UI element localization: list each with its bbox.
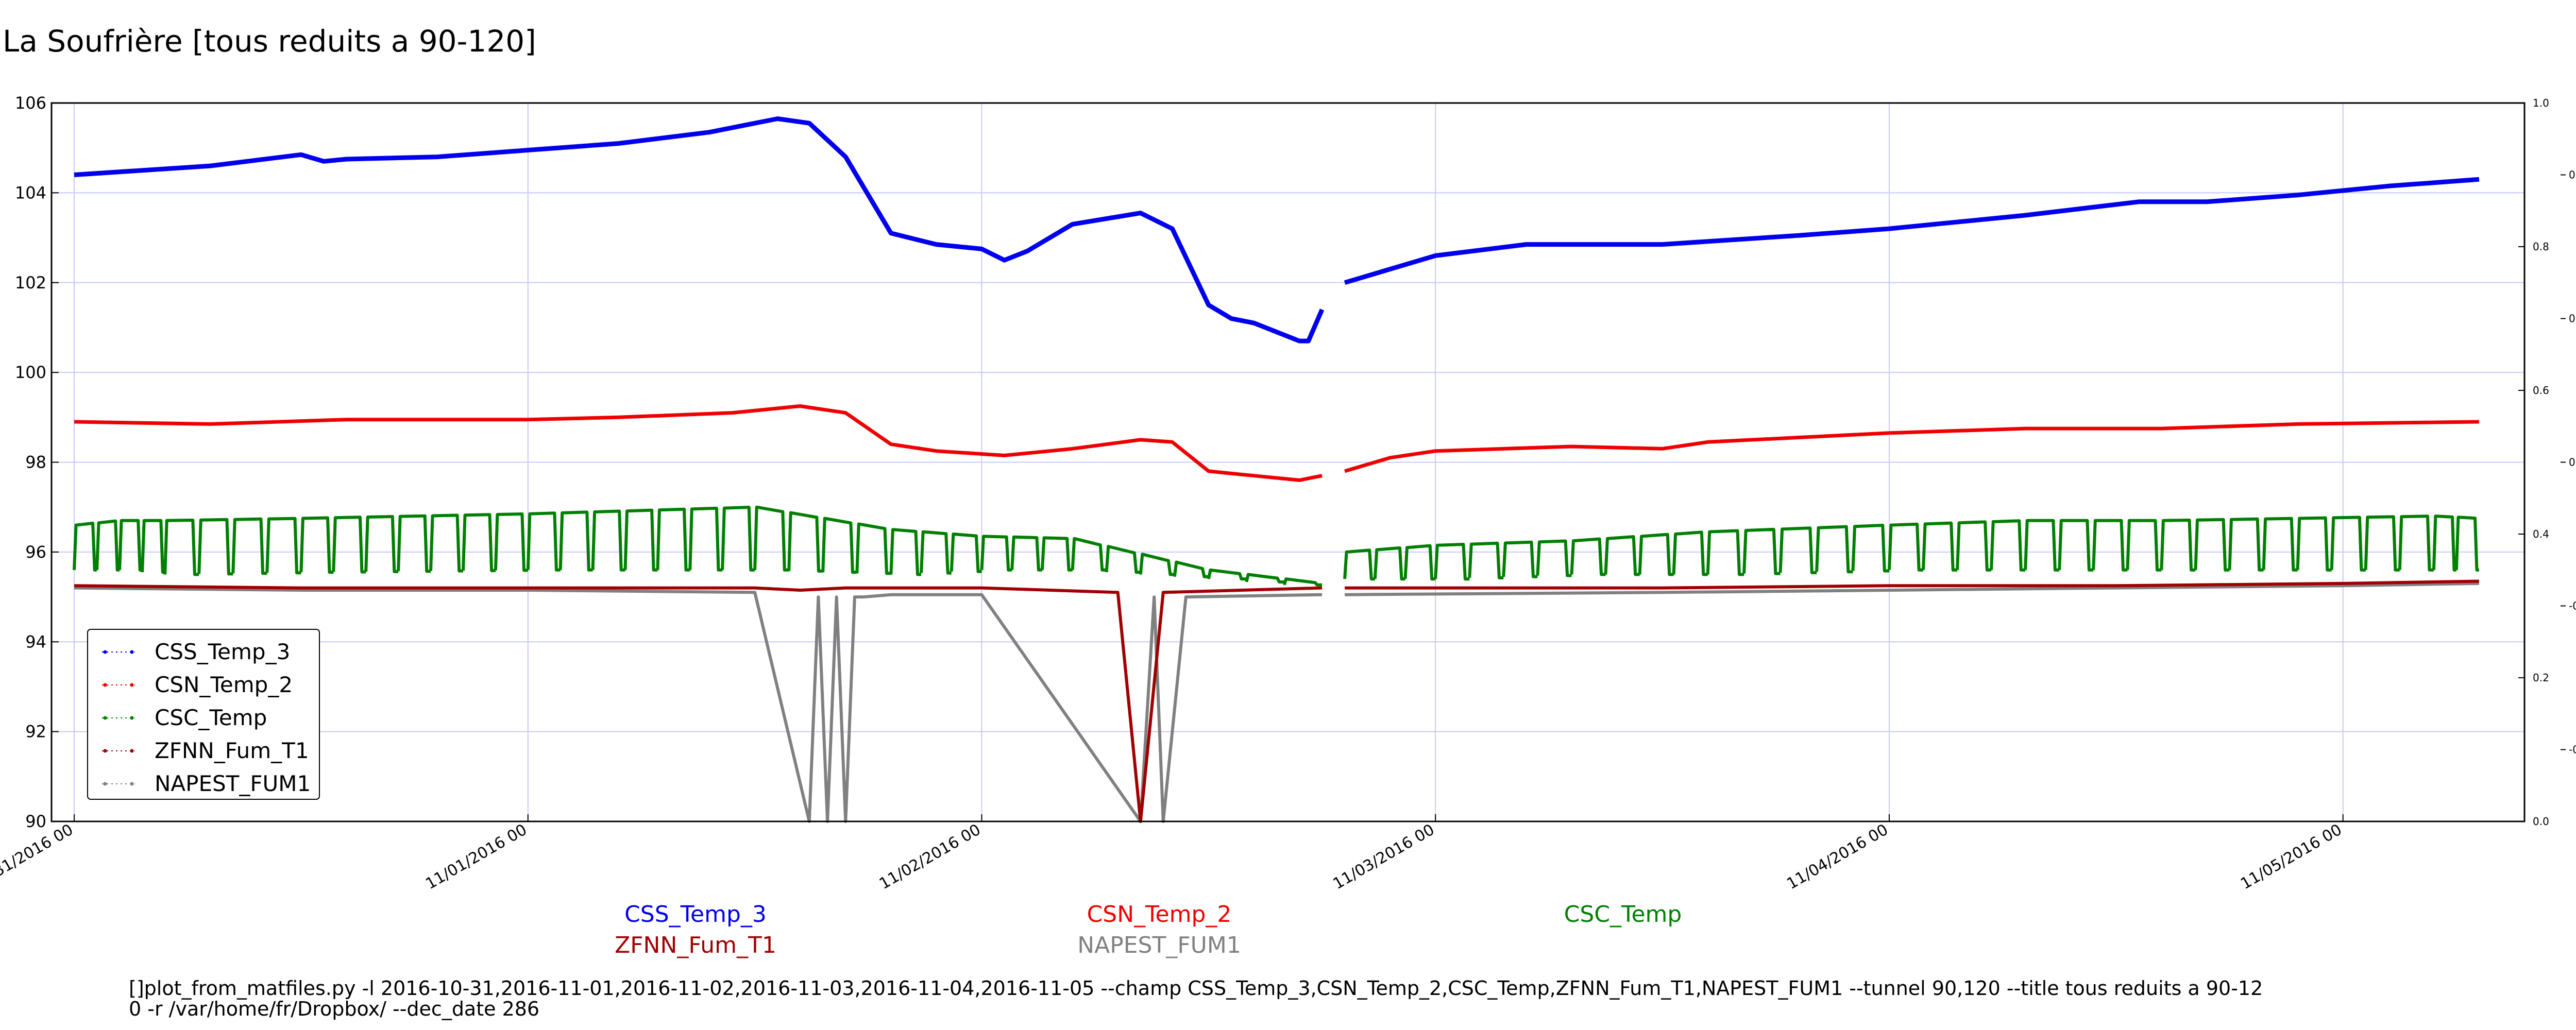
y-axis-ticks: 90 92 94 96 98 100 102 104 106 — [15, 93, 59, 831]
legend-marker — [103, 782, 107, 786]
command-line-1: []plot_from_matfiles.py -l 2016-10-31,20… — [129, 977, 2263, 1000]
right-inner-tick-label: 0.02 — [2569, 313, 2576, 325]
right-outer-tick-label: 0.0 — [2533, 815, 2549, 828]
legend-label: CSN_Temp_2 — [155, 672, 293, 697]
command-line-2: 0 -r /var/home/fr/Dropbox/ --dec_date 28… — [129, 998, 540, 1020]
legend: CSS_Temp_3 CSN_Temp_2 CSC_Temp ZFNN_Fum_T1 N… — [87, 629, 320, 800]
legend-box — [87, 629, 320, 800]
series-group — [73, 116, 2480, 823]
right-outer-tick-label: 0.8 — [2533, 241, 2549, 253]
right-outer-tick-label: 0.4 — [2533, 528, 2549, 540]
legend-marker — [103, 683, 107, 687]
y-tick-label: 102 — [15, 273, 46, 293]
bottom-label: CSC_Temp — [1564, 901, 1682, 928]
legend-marker — [130, 716, 134, 720]
y-tick-label: 94 — [25, 632, 46, 651]
series-line-csn-temp-2 — [74, 404, 2479, 482]
y-tick-label: 96 — [25, 542, 46, 562]
series-line-zfnn-fum-t1 — [74, 579, 2479, 823]
legend-label: ZFNN_Fum_T1 — [155, 738, 309, 763]
series-line-napest-fum1 — [74, 581, 2479, 823]
bottom-label: NAPEST_FUM1 — [1077, 932, 1241, 958]
right-outer-tick-label: 1.0 — [2533, 97, 2549, 109]
series-line-csc-temp — [73, 505, 2479, 587]
legend-label: CSC_Temp — [155, 705, 267, 730]
y-tick-label: 90 — [25, 812, 46, 831]
x-tick-label: 11/04/2016 00 — [1784, 821, 1891, 894]
y-tick-label: 104 — [15, 183, 46, 202]
legend-marker — [103, 650, 107, 654]
x-tick-label: 11/02/2016 00 — [876, 821, 984, 894]
legend-marker — [130, 782, 134, 786]
right-outer-tick-label: 0.6 — [2533, 384, 2549, 397]
x-tick-label: 11/03/2016 00 — [1330, 821, 1438, 894]
y-tick-label: 100 — [15, 363, 46, 382]
legend-marker — [130, 683, 134, 687]
right-outer-tick-label: 0.2 — [2533, 672, 2549, 684]
x-axis-ticks: 10/31/2016 00 11/01/2016 00 11/02/2016 00 1… — [0, 814, 2345, 893]
legend-marker — [130, 650, 134, 654]
y-tick-label: 106 — [15, 93, 46, 113]
legend-marker — [103, 749, 107, 753]
right-inner-tick-label: -0.04 — [2569, 744, 2576, 756]
legend-label: CSS_Temp_3 — [155, 639, 290, 664]
x-tick-label: 11/01/2016 00 — [422, 821, 530, 894]
bottom-series-labels: CSS_Temp_3 ZFNN_Fum_T1 CSN_Temp_2 NAPEST_FU… — [615, 901, 1682, 958]
right-inner-tick-label: 0.04 — [2569, 169, 2576, 181]
right-axis-inner-ticks: -0.04 -0.02 0.00 0.02 0.04 — [2561, 169, 2576, 756]
right-axis-outer-ticks: 0.0 0.2 0.4 0.6 0.8 1.0 — [2518, 97, 2549, 828]
bottom-label: CSS_Temp_3 — [624, 901, 767, 928]
right-inner-tick-label: -0.02 — [2569, 600, 2576, 612]
series-line-css-temp-3 — [74, 116, 2480, 344]
x-tick-label: 11/05/2016 00 — [2238, 821, 2345, 894]
legend-marker — [130, 749, 134, 753]
legend-label: NAPEST_FUM1 — [155, 771, 311, 796]
bottom-label: CSN_Temp_2 — [1087, 901, 1232, 928]
y-tick-label: 92 — [25, 722, 46, 742]
y-tick-label: 98 — [25, 453, 46, 472]
legend-marker — [103, 716, 107, 720]
bottom-label: ZFNN_Fum_T1 — [615, 932, 776, 958]
grid-lines — [52, 103, 2524, 821]
x-tick-label: 10/31/2016 00 — [0, 821, 76, 894]
chart-title: La Soufrière [tous reduits a 90-120] — [3, 24, 536, 59]
right-inner-tick-label: 0.00 — [2569, 456, 2576, 469]
